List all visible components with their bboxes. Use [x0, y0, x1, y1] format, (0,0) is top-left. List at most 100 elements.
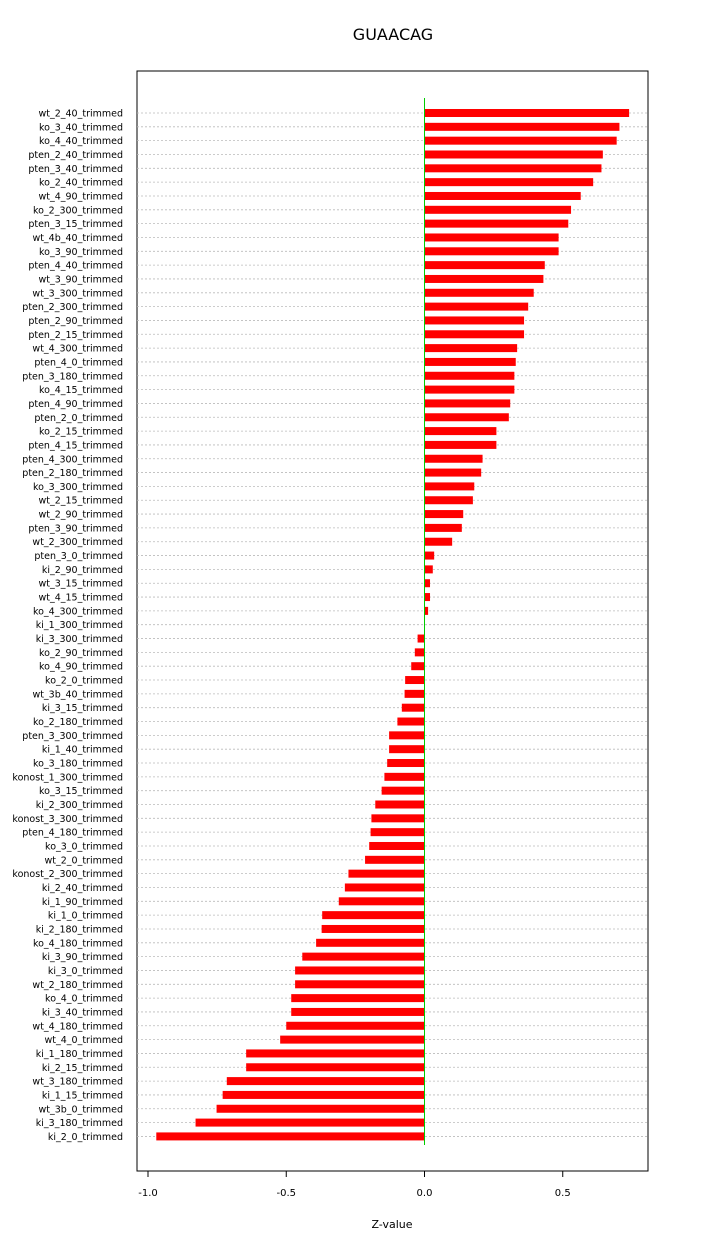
category-label: ki_2_15_trimmed: [42, 1063, 123, 1074]
bar: [424, 371, 515, 380]
category-label: ko_2_0_trimmed: [45, 676, 123, 687]
category-label: konost_2_300_trimmed: [12, 869, 123, 880]
category-label: pten_2_40_trimmed: [28, 150, 123, 161]
category-label: pten_2_15_trimmed: [28, 330, 123, 341]
bar: [195, 1118, 425, 1127]
category-label: wt_2_300_trimmed: [32, 537, 123, 548]
bar: [424, 482, 475, 491]
category-label: ko_4_90_trimmed: [39, 662, 123, 673]
category-label: wt_4_90_trimmed: [38, 191, 123, 202]
category-label: ki_1_0_trimmed: [48, 911, 123, 922]
bar: [344, 883, 425, 892]
category-label: pten_3_0_trimmed: [34, 551, 123, 562]
bar: [365, 855, 425, 864]
category-label: ki_3_90_trimmed: [42, 952, 123, 963]
bar: [424, 150, 603, 159]
category-label: ki_1_180_trimmed: [36, 1049, 123, 1060]
bar: [424, 551, 435, 560]
category-label: ko_4_15_trimmed: [39, 385, 123, 396]
category-label: ko_2_300_trimmed: [33, 205, 123, 216]
bar: [424, 233, 559, 242]
category-label: pten_2_180_trimmed: [22, 468, 123, 479]
chart-title: GUAACAG: [353, 25, 433, 44]
bar: [424, 219, 569, 228]
x-tick-label: 0.0: [417, 1188, 433, 1199]
category-label: pten_3_180_trimmed: [22, 371, 123, 382]
bar: [424, 565, 433, 574]
x-tick-label: 0.5: [555, 1188, 571, 1199]
category-label: pten_3_90_trimmed: [28, 523, 123, 534]
bar: [424, 579, 431, 588]
bar: [381, 786, 425, 795]
category-label: pten_2_0_trimmed: [34, 413, 123, 424]
category-label: wt_3_90_trimmed: [38, 274, 123, 285]
category-label: ki_2_0_trimmed: [48, 1132, 123, 1143]
bar: [424, 247, 559, 256]
category-label: ki_2_40_trimmed: [42, 883, 123, 894]
bar: [226, 1077, 425, 1086]
category-label: ko_2_180_trimmed: [33, 717, 123, 728]
bar: [321, 924, 425, 933]
x-axis-label: Z-value: [371, 1218, 412, 1231]
category-label: wt_4b_40_trimmed: [32, 233, 123, 244]
bar: [389, 731, 425, 740]
category-label: ko_3_180_trimmed: [33, 759, 123, 770]
category-label: ko_4_0_trimmed: [45, 994, 123, 1005]
bar: [424, 496, 473, 505]
category-label: wt_2_90_trimmed: [38, 510, 123, 521]
bar: [424, 316, 525, 325]
x-axis: -1.0 -0.5 0.0 0.5: [138, 1170, 571, 1199]
category-label: wt_3_300_trimmed: [32, 288, 123, 299]
bar: [424, 399, 511, 408]
bar: [424, 385, 515, 394]
category-label: ko_3_0_trimmed: [45, 841, 123, 852]
category-label: pten_3_300_trimmed: [22, 731, 123, 742]
category-label: wt_3b_0_trimmed: [38, 1104, 123, 1115]
category-label: konost_1_300_trimmed: [12, 772, 123, 783]
bar: [222, 1090, 425, 1099]
bar: [375, 800, 425, 809]
bar: [216, 1104, 425, 1113]
category-label: wt_3_180_trimmed: [32, 1077, 123, 1088]
bar: [370, 828, 425, 837]
category-label: pten_4_90_trimmed: [28, 399, 123, 410]
bar: [401, 703, 425, 712]
category-label: konost_3_300_trimmed: [12, 814, 123, 825]
category-label: wt_2_40_trimmed: [38, 109, 123, 120]
category-label: ki_3_180_trimmed: [36, 1118, 123, 1129]
category-label: ki_1_300_trimmed: [36, 620, 123, 631]
bar: [384, 772, 425, 781]
category-label: ki_1_90_trimmed: [42, 897, 123, 908]
bar: [424, 523, 462, 532]
category-label: ko_3_90_trimmed: [39, 247, 123, 258]
x-tick-label: -0.5: [276, 1188, 296, 1199]
bar: [369, 841, 425, 850]
category-label: ko_3_300_trimmed: [33, 482, 123, 493]
x-tick-label: -1.0: [138, 1188, 158, 1199]
bar: [411, 662, 425, 671]
category-label: pten_2_90_trimmed: [28, 316, 123, 327]
category-label: pten_4_300_trimmed: [22, 454, 123, 465]
bar: [338, 897, 425, 906]
category-label: wt_4_300_trimmed: [32, 344, 123, 355]
bars: [156, 109, 630, 1141]
bar: [302, 952, 425, 961]
bar: [389, 745, 425, 754]
bar: [424, 468, 482, 477]
category-label: ko_2_15_trimmed: [39, 427, 123, 438]
category-label: ki_1_40_trimmed: [42, 745, 123, 756]
plot-frame: [136, 70, 649, 1172]
bar: [424, 344, 518, 353]
category-label: ko_2_40_trimmed: [39, 178, 123, 189]
category-label: wt_2_15_trimmed: [38, 496, 123, 507]
bar: [424, 357, 516, 366]
bar: [424, 510, 464, 519]
category-label: ko_4_40_trimmed: [39, 136, 123, 147]
bar: [424, 122, 620, 131]
bar: [424, 440, 497, 449]
category-label: wt_3b_40_trimmed: [32, 689, 123, 700]
category-label: ko_3_15_trimmed: [39, 786, 123, 797]
category-label: wt_3_15_trimmed: [38, 579, 123, 590]
category-label: ki_2_90_trimmed: [42, 565, 123, 576]
